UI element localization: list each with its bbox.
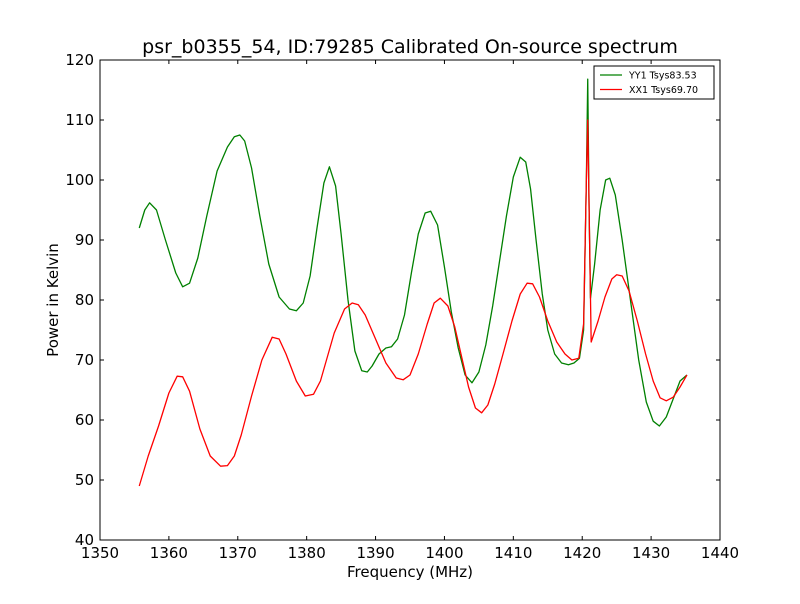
y-tick-label: 50 [75,471,94,489]
x-tick-label: 1430 [632,544,670,562]
series-line-xx1 [138,119,688,487]
series-line-yy1 [138,78,688,427]
x-tick-label: 1440 [701,544,739,562]
y-tick-label: 110 [65,111,94,129]
legend-box [593,65,715,100]
y-tick-label: 40 [75,531,94,549]
x-tick-label: 1350 [81,544,119,562]
legend: YY1 Tsys83.53 XX1 Tsys69.70 [593,65,715,100]
y-tick-label: 80 [75,291,94,309]
legend-label-yy1: YY1 Tsys83.53 [628,71,697,82]
series-layer [138,78,688,487]
x-tick-label: 1390 [356,544,394,562]
x-tick-label: 1380 [288,544,326,562]
x-axis-label: Frequency (MHz) [347,563,473,581]
y-tick-label: 70 [75,351,94,369]
x-tick-label: 1370 [219,544,257,562]
y-tick-label: 60 [75,411,94,429]
x-tick-label: 1420 [563,544,601,562]
legend-label-xx1: XX1 Tsys69.70 [629,85,698,96]
y-tick-label: 90 [75,231,94,249]
chart-title: psr_b0355_54, ID:79285 Calibrated On-sou… [142,36,678,58]
x-tick-label: 1410 [494,544,532,562]
x-tick-label: 1400 [425,544,463,562]
y-tick-label: 120 [65,51,94,69]
x-tick-label: 1360 [150,544,188,562]
y-axis-label: Power in Kelvin [44,243,62,357]
tick-layer: 1350 1360 1370 1380 1390 1400 1410 1420 1430 1440… [65,51,739,562]
y-tick-label: 100 [65,171,94,189]
